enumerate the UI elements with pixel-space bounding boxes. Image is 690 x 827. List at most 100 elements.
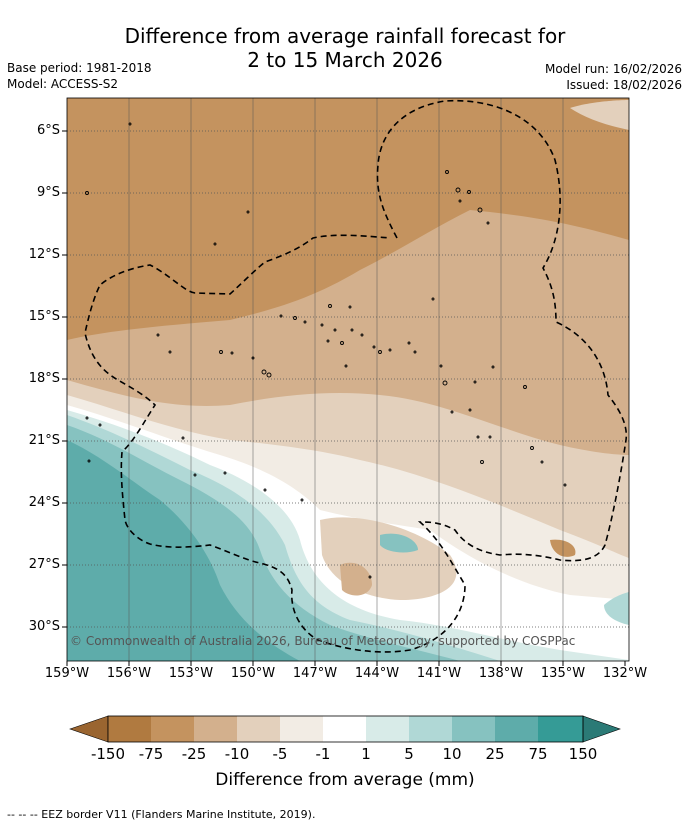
colorbar-label: -5 [272, 745, 288, 763]
island [128, 122, 132, 126]
island [340, 341, 344, 345]
island [360, 333, 364, 337]
anomaly-patch-dry-core [340, 562, 372, 596]
island [293, 316, 297, 320]
lat-label-6S: 6°S [36, 123, 60, 138]
colorbar-swatch-5 [280, 716, 323, 742]
island [263, 488, 267, 492]
island [563, 483, 567, 487]
anomaly-band-plus25 [67, 440, 300, 661]
island [523, 385, 527, 389]
lon-label-138W: 138°W [478, 666, 524, 681]
island [530, 446, 534, 450]
copyright-notice: © Commonwealth of Australia 2026, Bureau… [70, 634, 576, 648]
island [388, 348, 392, 352]
island [540, 460, 544, 464]
eez-border [84, 99, 628, 653]
island [467, 190, 471, 194]
colorbar-swatch-6 [323, 716, 366, 742]
island [261, 369, 267, 375]
lat-label-21S: 21°S [28, 433, 60, 448]
eez-footnote: -- -- -- EEZ border V11 (Flanders Marine… [7, 808, 316, 821]
anomaly-patch-wet [380, 533, 418, 553]
lon-label-147W: 147°W [292, 666, 338, 681]
island [350, 328, 354, 332]
colorbar-label: -10 [224, 745, 250, 763]
anomaly-band-minus75 [67, 98, 629, 340]
island [480, 460, 484, 464]
anomaly-patch-northeast [570, 100, 629, 130]
islands [85, 122, 567, 579]
island [344, 364, 348, 368]
colorbar-label: 10 [442, 745, 462, 763]
island [407, 341, 411, 345]
island [223, 471, 227, 475]
island [333, 328, 337, 332]
colorbar-label: -150 [90, 745, 126, 763]
island [445, 170, 449, 174]
island [486, 221, 490, 225]
island [85, 191, 89, 195]
map-fill-layers [67, 98, 629, 661]
map-title-line2: 2 to 15 March 2026 [247, 48, 443, 72]
island [87, 459, 91, 463]
colorbar-swatch-2 [151, 716, 194, 742]
lon-label-135W: 135°W [540, 666, 586, 681]
lon-label-150W: 150°W [230, 666, 276, 681]
model-run: Model run: 16/02/2026 [544, 62, 682, 76]
lon-label-141W: 141°W [416, 666, 462, 681]
colorbar-label: -75 [138, 745, 164, 763]
lat-label-15S: 15°S [28, 309, 60, 324]
island [431, 297, 435, 301]
island [230, 351, 234, 355]
island [326, 339, 330, 343]
island [413, 350, 417, 354]
lat-label-9S: 9°S [36, 185, 60, 200]
island [320, 323, 324, 327]
island [98, 423, 102, 427]
colorbar-label: 75 [528, 745, 548, 763]
island [458, 199, 462, 203]
island [328, 304, 332, 308]
island [491, 365, 495, 369]
meta-right: Model run: 16/02/2026 Issued: 18/02/2026 [545, 61, 682, 93]
island [300, 498, 304, 502]
colorbar-swatch-10 [495, 716, 538, 742]
lon-label-159W: 159°W [44, 666, 90, 681]
island [450, 410, 454, 414]
colorbar-swatch-11 [538, 716, 583, 742]
island [251, 356, 255, 360]
island [303, 320, 307, 324]
island [439, 364, 443, 368]
colorbar-swatch-8 [409, 716, 452, 742]
island [368, 575, 372, 579]
island [193, 473, 197, 477]
lon-label-144W: 144°W [354, 666, 400, 681]
island [348, 305, 352, 309]
colorbar-swatch-1 [108, 716, 151, 742]
colorbar-label: 5 [404, 745, 414, 763]
colorbar-label: -25 [181, 745, 207, 763]
island [168, 350, 172, 354]
island [488, 435, 492, 439]
island [156, 333, 160, 337]
colorbar-label: 1 [361, 745, 371, 763]
graticule [67, 98, 629, 661]
axis-ticks [62, 130, 626, 666]
lon-label-132W: 132°W [602, 666, 648, 681]
island [246, 210, 250, 214]
anomaly-patch-wet-east [604, 592, 629, 625]
anomaly-patch-small [550, 539, 576, 557]
colorbar-label: 25 [485, 745, 505, 763]
colorbar-swatch-4 [237, 716, 280, 742]
island [181, 436, 185, 440]
lat-label-12S: 12°S [28, 247, 60, 262]
colorbar-label: -1 [315, 745, 331, 763]
colorbar-title: Difference from average (mm) [215, 770, 475, 790]
island [455, 187, 461, 193]
map-title-line1: Difference from average rainfall forecas… [124, 24, 566, 48]
base-period: Base period: 1981-2018 [7, 61, 152, 75]
colorbar-label: 150 [568, 745, 598, 763]
island [442, 380, 448, 386]
